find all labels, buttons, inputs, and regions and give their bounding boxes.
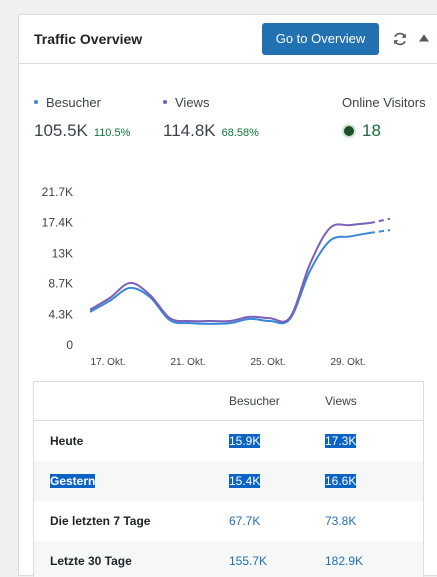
traffic-overview-widget: Traffic Overview Go to Overview Besucher… bbox=[18, 14, 437, 577]
table-row: Letzte 30 Tage 155.7K 182.9K bbox=[34, 541, 423, 577]
traffic-line-chart: 0 4.3K 8.7K 13K 17.4K 21.7K 17. Okt. 21. Okt. 25… bbox=[42, 185, 391, 368]
widget-title: Traffic Overview bbox=[34, 31, 143, 47]
row-views-value: 182.9K bbox=[325, 554, 364, 568]
stat-visitors-label: Besucher bbox=[46, 95, 101, 110]
row-visitors-value: 155.7K bbox=[229, 554, 268, 568]
y-tick-label: 0 bbox=[66, 338, 73, 352]
online-status-icon bbox=[342, 123, 356, 138]
row-views-value: 73.8K bbox=[325, 514, 357, 528]
series-line-views bbox=[89, 222, 371, 323]
table-row: Gestern 15.4K 16.6K bbox=[34, 461, 423, 501]
row-label: Gestern bbox=[50, 474, 96, 488]
y-tick-label: 4.3K bbox=[48, 308, 73, 322]
stat-online-value: 18 bbox=[362, 121, 381, 140]
table-row: Die letzten 7 Tage 67.7K 73.8K bbox=[34, 501, 423, 541]
series-line-besucher bbox=[89, 231, 371, 325]
table-header-visitors: Besucher bbox=[229, 382, 325, 421]
y-tick-label: 21.7K bbox=[42, 185, 73, 199]
stat-views-value: 114.8K bbox=[163, 121, 216, 140]
collapse-toggle-icon[interactable] bbox=[418, 33, 430, 43]
row-label: Die letzten 7 Tage bbox=[50, 514, 151, 528]
series-forecast-line-views bbox=[369, 217, 391, 225]
y-tick-label: 17.4K bbox=[42, 215, 73, 229]
table-header-row: Besucher Views bbox=[34, 382, 423, 421]
table-row: Heute 15.9K 17.3K bbox=[34, 421, 423, 462]
x-tick-label: 29. Okt. bbox=[330, 357, 365, 368]
widget-header: Traffic Overview Go to Overview bbox=[19, 15, 437, 64]
table-header-views: Views bbox=[325, 382, 423, 421]
x-tick-label: 25. Okt. bbox=[250, 357, 285, 368]
y-tick-label: 13K bbox=[52, 246, 73, 260]
stat-online: Online Visitors 18 bbox=[342, 95, 426, 141]
row-label: Letzte 30 Tage bbox=[50, 554, 132, 568]
refresh-icon[interactable] bbox=[392, 31, 408, 47]
stat-views-change: 68.58% bbox=[221, 127, 259, 139]
y-tick-label: 8.7K bbox=[48, 277, 73, 291]
stat-visitors-value: 105.5K bbox=[34, 121, 88, 140]
stat-views-label: Views bbox=[175, 95, 210, 110]
summary-table: Besucher Views Heute 15.9K 17.3K Gestern… bbox=[33, 381, 424, 577]
visitors-dot-icon bbox=[34, 99, 38, 104]
stat-views: Views 114.8K 68.58% bbox=[163, 95, 259, 141]
row-visitors-value: 67.7K bbox=[229, 514, 261, 528]
stat-visitors: Besucher 105.5K 110.5% bbox=[34, 95, 130, 141]
row-views-value: 17.3K bbox=[325, 434, 357, 448]
x-tick-label: 21. Okt. bbox=[170, 357, 205, 368]
row-views-value: 16.6K bbox=[325, 474, 357, 488]
x-tick-label: 17. Okt. bbox=[90, 357, 125, 368]
stat-visitors-change: 110.5% bbox=[93, 127, 131, 139]
stat-online-label: Online Visitors bbox=[342, 95, 426, 110]
row-visitors-value: 15.9K bbox=[229, 434, 261, 448]
series-forecast-line-besucher bbox=[369, 229, 391, 234]
views-dot-icon bbox=[163, 99, 167, 104]
row-label: Heute bbox=[50, 434, 84, 448]
row-visitors-value: 15.4K bbox=[229, 474, 261, 488]
go-to-overview-button[interactable]: Go to Overview bbox=[262, 23, 379, 55]
table-header-period bbox=[34, 382, 229, 421]
